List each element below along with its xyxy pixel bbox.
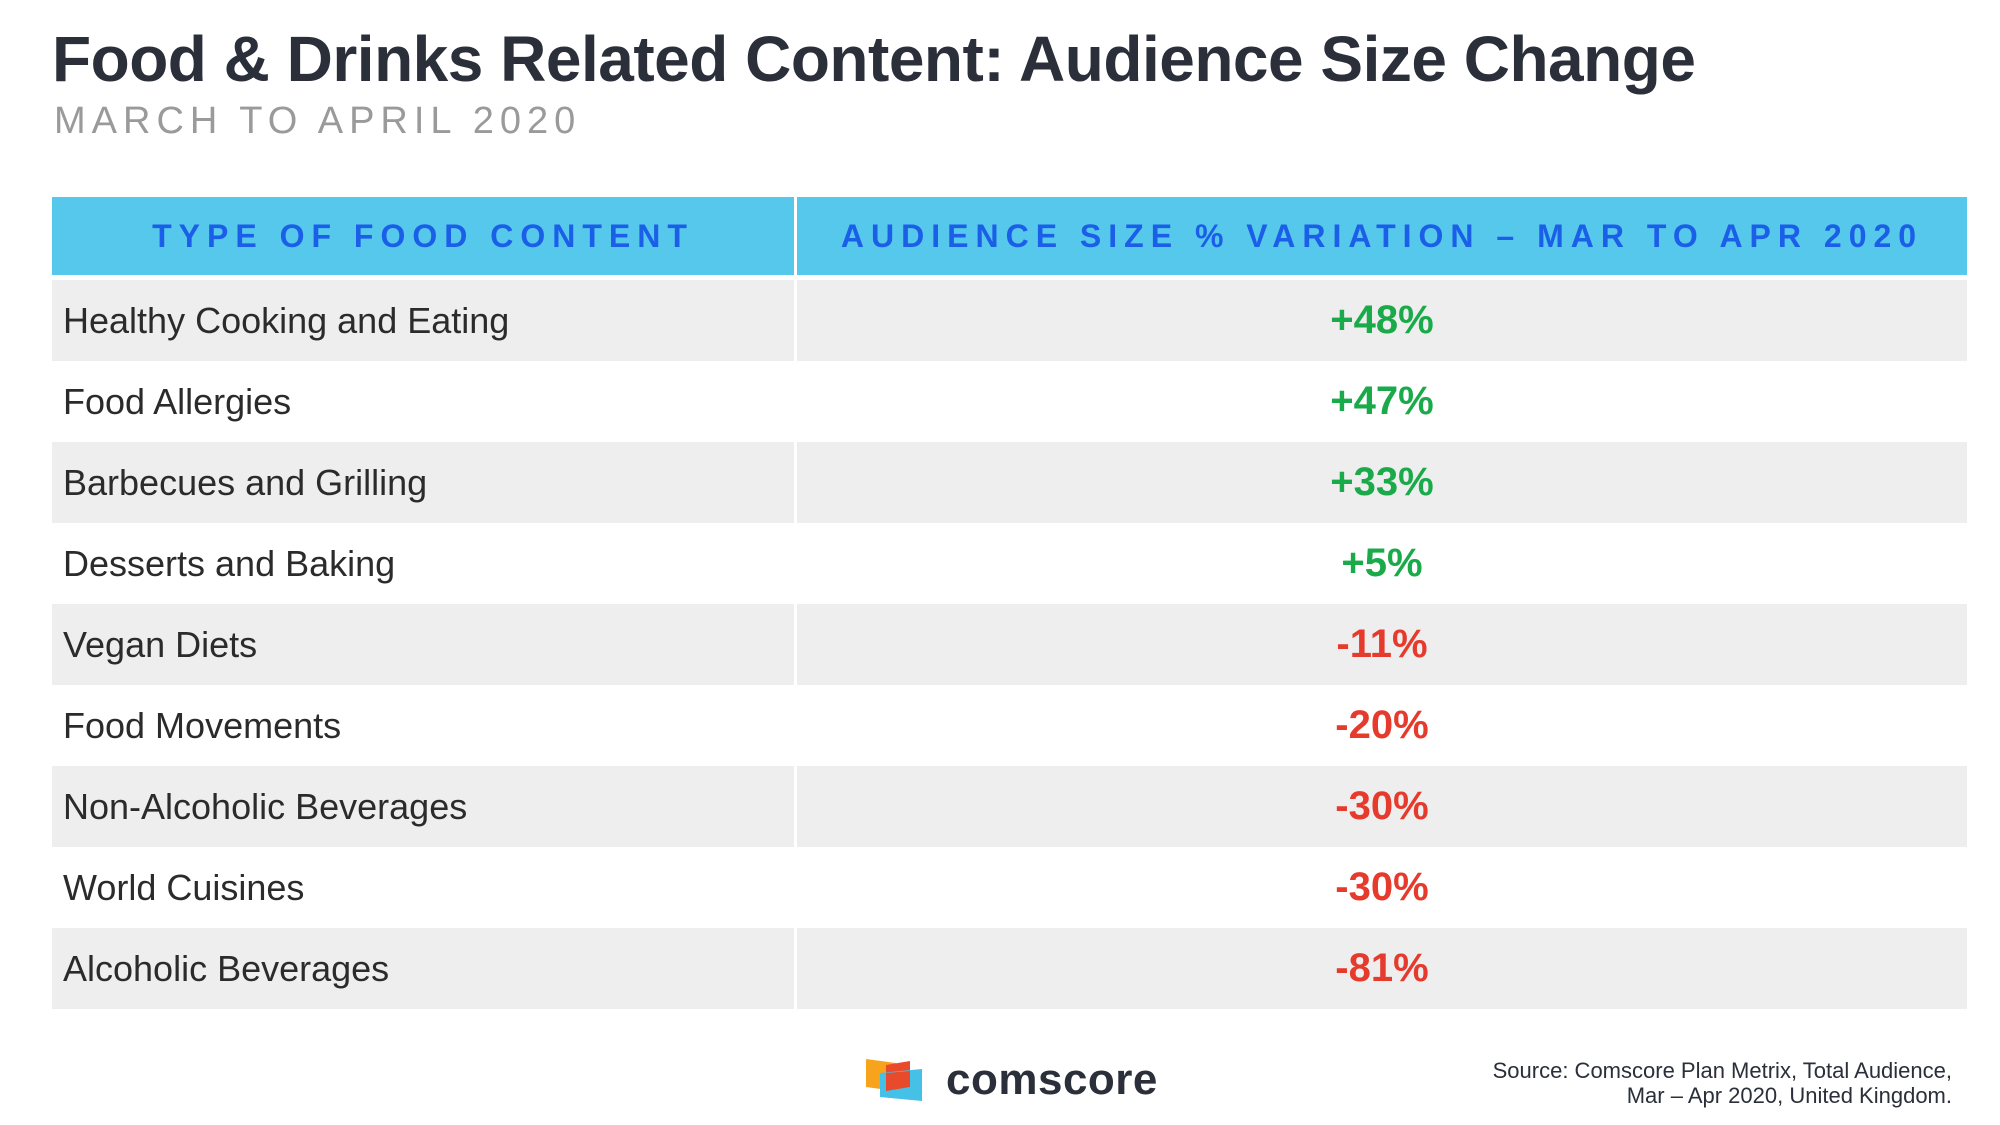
table-row: Barbecues and Grilling +33% bbox=[52, 442, 1967, 523]
variation-value-cell: +48% bbox=[1330, 298, 1434, 342]
table-row: Food Movements -20% bbox=[52, 685, 1967, 766]
source-line-2: Mar – Apr 2020, United Kingdom. bbox=[1626, 1083, 1952, 1108]
content-type-cell: Vegan Diets bbox=[52, 604, 797, 685]
variation-value-cell: -20% bbox=[1335, 703, 1429, 747]
table-header: TYPE OF FOOD CONTENT AUDIENCE SIZE % VAR… bbox=[52, 197, 1967, 280]
table-row: Food Allergies +47% bbox=[52, 361, 1967, 442]
table-row: Healthy Cooking and Eating +48% bbox=[52, 280, 1967, 361]
comscore-logo-icon bbox=[866, 1059, 922, 1101]
column-header-content-type: TYPE OF FOOD CONTENT bbox=[52, 197, 797, 275]
variation-value-cell: -11% bbox=[1336, 622, 1428, 666]
variation-value-cell: -30% bbox=[1335, 784, 1429, 828]
variation-value-cell: +5% bbox=[1341, 541, 1423, 585]
data-table: TYPE OF FOOD CONTENT AUDIENCE SIZE % VAR… bbox=[52, 197, 1967, 1009]
content-type-cell: Food Movements bbox=[63, 704, 342, 746]
source-line-1: Source: Comscore Plan Metrix, Total Audi… bbox=[1492, 1058, 1952, 1083]
variation-value-cell: -81% bbox=[1335, 946, 1429, 990]
comscore-logo-text: comscore bbox=[946, 1055, 1158, 1104]
table-row: Desserts and Baking +5% bbox=[52, 523, 1967, 604]
column-header-variation: AUDIENCE SIZE % VARIATION – MAR TO APR 2… bbox=[840, 217, 1924, 254]
content-type-cell: Healthy Cooking and Eating bbox=[52, 280, 797, 361]
table-row: Vegan Diets -11% bbox=[52, 604, 1967, 685]
content-type-cell: Alcoholic Beverages bbox=[52, 928, 797, 1009]
source-note: Source: Comscore Plan Metrix, Total Audi… bbox=[1252, 1058, 1952, 1108]
page-title: Food & Drinks Related Content: Audience … bbox=[52, 23, 1696, 95]
comscore-logo: comscore bbox=[866, 1055, 1158, 1105]
variation-value-cell: -30% bbox=[1335, 865, 1429, 909]
content-type-cell: Barbecues and Grilling bbox=[52, 442, 797, 523]
variation-value-cell: +33% bbox=[1330, 460, 1434, 504]
content-type-cell: World Cuisines bbox=[63, 866, 305, 908]
table-row: Non-Alcoholic Beverages -30% bbox=[52, 766, 1967, 847]
content-type-cell: Food Allergies bbox=[63, 380, 292, 422]
table-row: World Cuisines -30% bbox=[52, 847, 1967, 928]
content-type-cell: Non-Alcoholic Beverages bbox=[52, 766, 797, 847]
table-row: Alcoholic Beverages -81% bbox=[52, 928, 1967, 1009]
variation-value-cell: +47% bbox=[1330, 379, 1434, 423]
page-subtitle: MARCH TO APRIL 2020 bbox=[54, 100, 582, 142]
content-type-cell: Desserts and Baking bbox=[63, 542, 396, 584]
table-body: Healthy Cooking and Eating +48% Food Aller… bbox=[52, 280, 1967, 1009]
